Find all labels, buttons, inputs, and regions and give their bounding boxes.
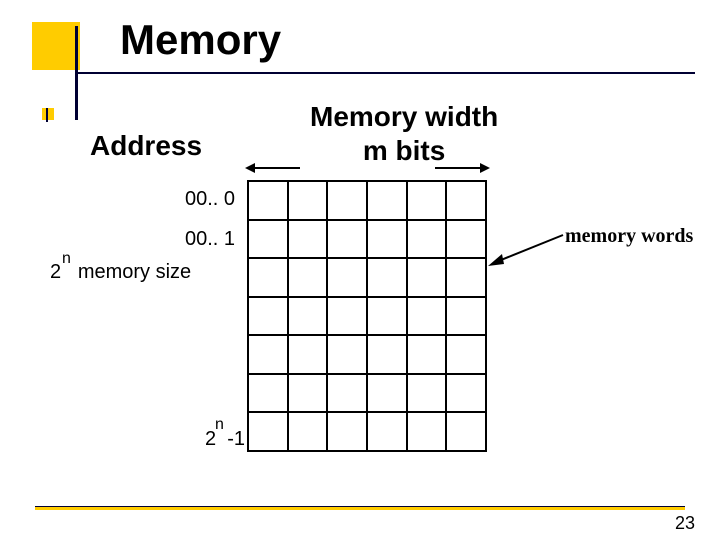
memory-cell	[248, 297, 288, 336]
address-first: 00.. 0	[175, 188, 235, 211]
memory-cell	[288, 220, 328, 259]
memory-cell	[367, 412, 407, 451]
memory-width-line1: Memory width	[310, 101, 498, 132]
memory-cell	[446, 374, 486, 413]
memory-cell	[446, 258, 486, 297]
memory-cell	[288, 258, 328, 297]
memory-cell	[248, 335, 288, 374]
memory-cell	[407, 374, 447, 413]
memory-cell	[327, 220, 367, 259]
footer-rule	[35, 506, 685, 510]
accent-box-small	[42, 108, 54, 120]
address-label: Address	[90, 130, 202, 162]
address-second: 00.. 1	[175, 228, 235, 251]
memory-cell	[407, 412, 447, 451]
memory-size-exp: n	[62, 249, 71, 268]
memory-cell	[367, 181, 407, 220]
width-arrow-left	[245, 158, 305, 178]
memory-cell	[248, 374, 288, 413]
width-arrow-right	[430, 158, 490, 178]
memory-cell	[248, 258, 288, 297]
memory-cell	[446, 297, 486, 336]
address-last: n 2 -1	[175, 428, 245, 451]
memory-grid-table	[247, 180, 487, 452]
memory-cell	[248, 220, 288, 259]
memory-cell	[367, 220, 407, 259]
memory-cell	[367, 374, 407, 413]
memory-cell	[407, 258, 447, 297]
memory-cell	[407, 220, 447, 259]
memory-cell	[367, 297, 407, 336]
memory-cell	[327, 181, 367, 220]
memory-cell	[327, 412, 367, 451]
address-last-exp: n	[215, 416, 224, 434]
page-number: 23	[675, 513, 695, 534]
memory-cell	[446, 335, 486, 374]
memory-cell	[446, 220, 486, 259]
memory-cell	[446, 412, 486, 451]
memory-cell	[367, 258, 407, 297]
accent-box-large	[32, 22, 80, 70]
title-underline	[75, 72, 695, 74]
memory-cell	[327, 258, 367, 297]
memory-cell	[327, 374, 367, 413]
memory-words-arrow	[488, 232, 568, 272]
accent-line-small	[46, 108, 48, 122]
memory-cell	[407, 297, 447, 336]
memory-cell	[248, 181, 288, 220]
memory-size-text: memory size	[78, 261, 191, 283]
memory-cell	[327, 297, 367, 336]
memory-cell	[248, 412, 288, 451]
page-title: Memory	[120, 16, 281, 64]
memory-grid	[247, 180, 487, 452]
address-last-suffix: -1	[227, 428, 245, 450]
memory-cell	[407, 181, 447, 220]
memory-cell	[288, 374, 328, 413]
memory-size-base: 2	[50, 261, 61, 283]
memory-cell	[446, 181, 486, 220]
memory-size-label: n 2 memory size	[50, 260, 191, 284]
memory-cell	[288, 297, 328, 336]
memory-cell	[288, 335, 328, 374]
memory-words-label: memory words	[565, 225, 693, 248]
memory-cell	[367, 335, 407, 374]
memory-cell	[288, 181, 328, 220]
memory-cell	[288, 412, 328, 451]
memory-cell	[407, 335, 447, 374]
memory-cell	[327, 335, 367, 374]
